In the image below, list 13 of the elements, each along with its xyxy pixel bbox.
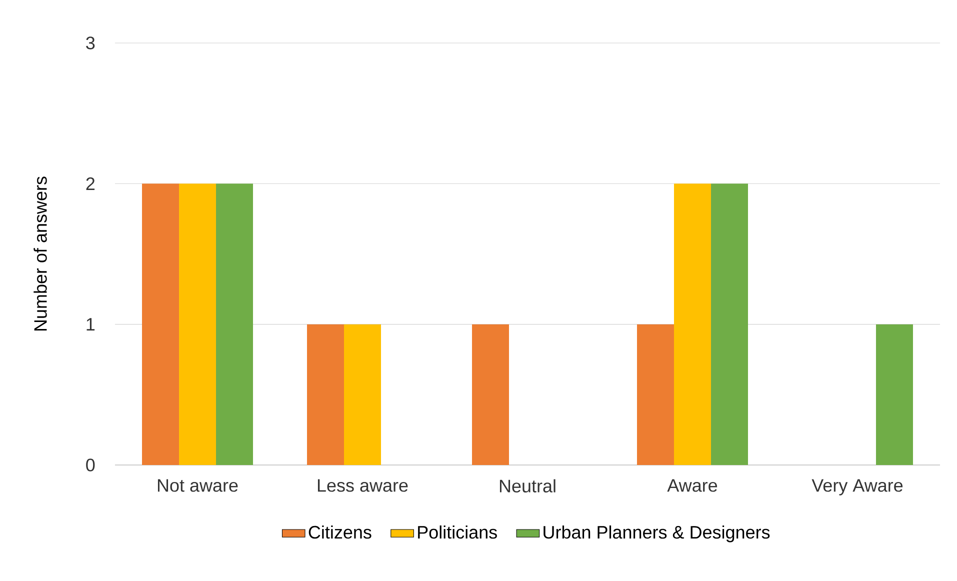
y-tick-label: 1	[86, 318, 95, 331]
x-tick-label: Aware	[667, 479, 718, 492]
legend-label: Politicians	[418, 525, 497, 539]
x-tick-label: Less aware	[318, 479, 408, 492]
y-tick-label: 3	[86, 36, 95, 50]
y-axis-title: Number of answers	[34, 176, 47, 331]
x-tick-label: Very Aware	[812, 479, 903, 496]
x-tick-label: Not aware	[158, 479, 238, 492]
y-tick-label: 0	[86, 458, 95, 472]
x-tick-label: Neutral	[500, 479, 556, 492]
legend-label: Urban Planners & Designers	[544, 525, 770, 542]
legend-label: Citizens	[308, 525, 372, 539]
y-tick-label: 2	[86, 177, 95, 190]
